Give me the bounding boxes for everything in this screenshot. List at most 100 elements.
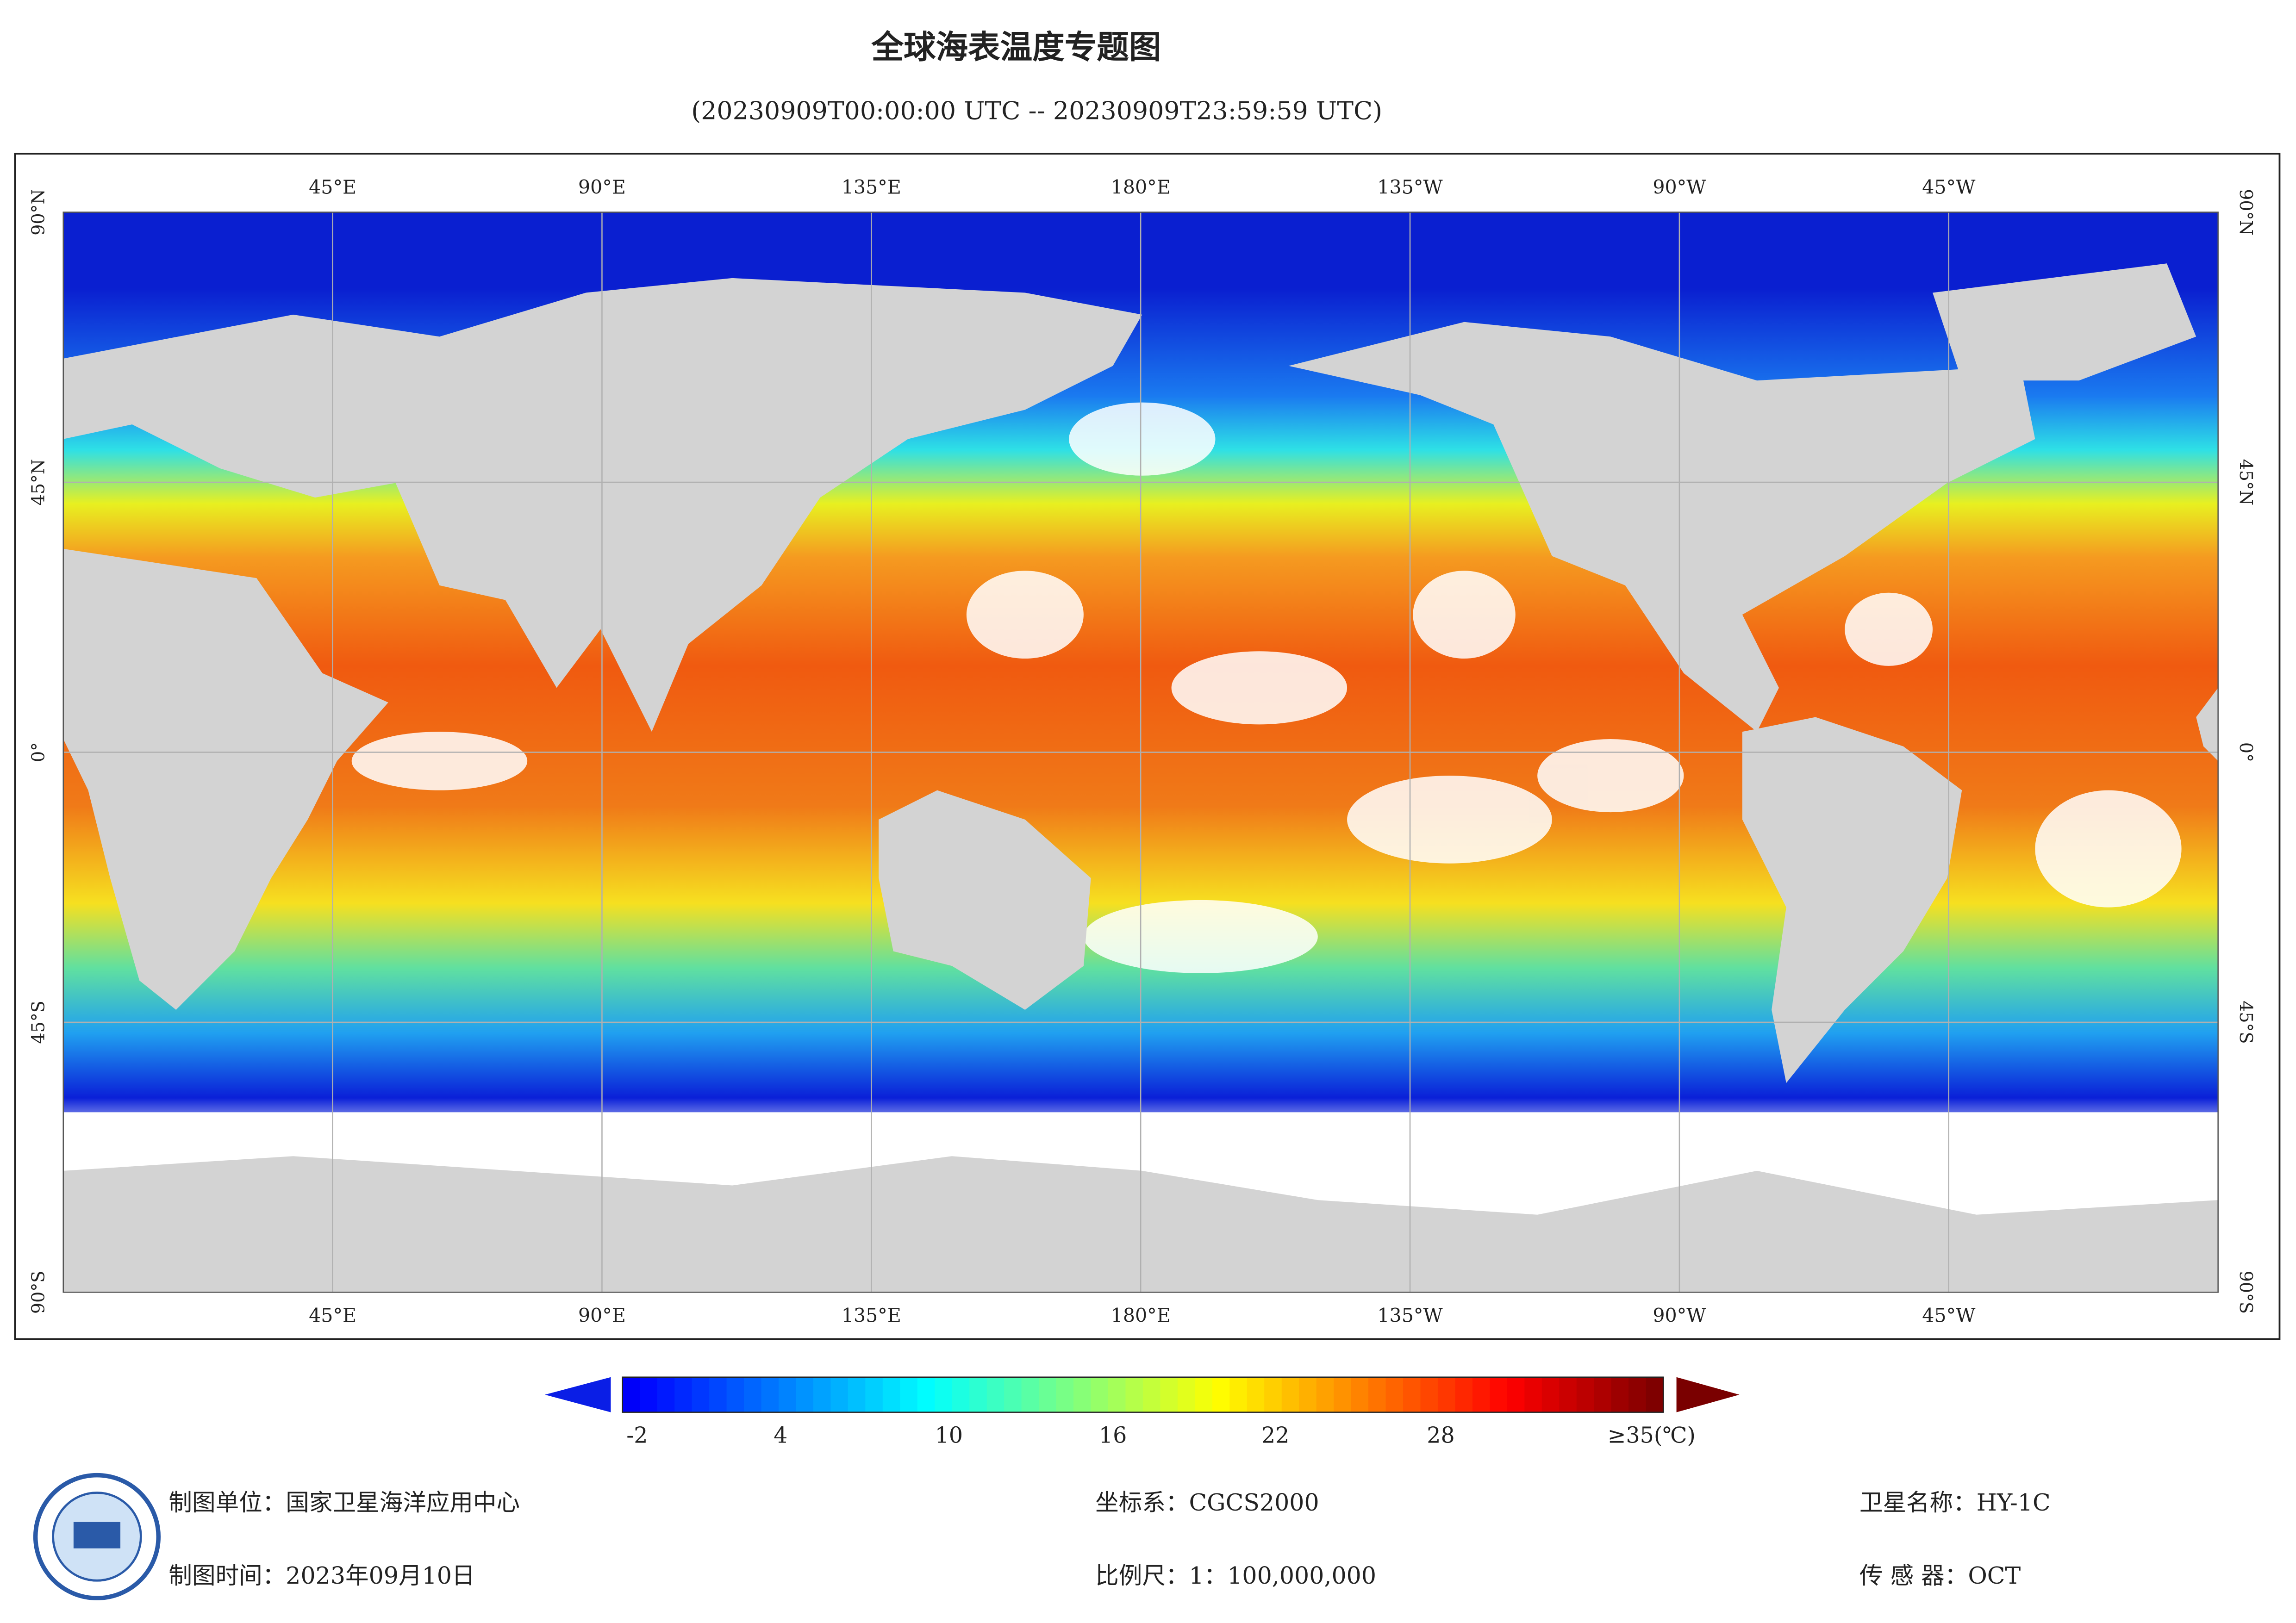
colorbar-swatch — [1316, 1377, 1335, 1412]
colorbar-swatch — [1160, 1377, 1179, 1412]
colorbar-swatch — [1385, 1377, 1404, 1412]
colorbar-swatch — [1524, 1377, 1543, 1412]
colorbar-swatch — [1420, 1377, 1439, 1412]
colorbar-over — [1676, 1377, 1740, 1412]
colorbar-swatch — [1334, 1377, 1352, 1412]
colorbar-swatch — [709, 1377, 728, 1412]
colorbar-label: 4 — [774, 1423, 787, 1448]
scale: 比例尺：1：100,000,000 — [1095, 1562, 1376, 1589]
colorbar-swatch — [692, 1377, 710, 1412]
colorbar-swatch — [865, 1377, 884, 1412]
colorbar-swatch — [952, 1377, 970, 1412]
colorbar-swatch — [1247, 1377, 1265, 1412]
colorbar-swatch — [848, 1377, 866, 1412]
colorbar-swatch — [726, 1377, 745, 1412]
lat-label: 45°N — [2236, 459, 2256, 505]
colorbar-swatch — [882, 1377, 901, 1412]
colorbar-swatch — [813, 1377, 831, 1412]
map — [62, 211, 2219, 1293]
colorbar-swatch — [761, 1377, 780, 1412]
colorbar-label: 28 — [1427, 1423, 1454, 1448]
colorbar-swatch — [1351, 1377, 1369, 1412]
lon-label: 45°W — [1922, 176, 1976, 198]
lon-label: 90°W — [1653, 1305, 1706, 1327]
lon-label: 45°W — [1922, 1305, 1976, 1327]
colorbar-swatch — [830, 1377, 849, 1412]
colorbar-label: 10 — [935, 1423, 963, 1448]
colorbar-swatch — [657, 1377, 675, 1412]
colorbar-swatch — [1091, 1377, 1109, 1412]
lon-label: 135°E — [842, 1305, 901, 1327]
clouds — [351, 402, 2182, 973]
colorbar-swatch — [917, 1377, 936, 1412]
colorbar-swatch — [796, 1377, 814, 1412]
colorbar-swatch — [622, 1377, 641, 1412]
colorbar-swatch — [1594, 1377, 1612, 1412]
colorbar-swatch — [900, 1377, 918, 1412]
lon-label: 90°E — [578, 1305, 626, 1327]
crs: 坐标系：CGCS2000 — [1095, 1489, 1319, 1516]
sensor: 传 感 器：OCT — [1859, 1562, 2021, 1589]
lat-label: 45°S — [28, 1001, 49, 1044]
lon-label: 135°W — [1377, 176, 1443, 198]
colorbar-swatch — [986, 1377, 1005, 1412]
satellite: 卫星名称：HY-1C — [1859, 1489, 2051, 1516]
lon-label: 90°W — [1653, 176, 1706, 198]
colorbar-swatch — [969, 1377, 988, 1412]
colorbar-swatch — [1611, 1377, 1629, 1412]
colorbar-swatch — [1108, 1377, 1127, 1412]
colorbar-swatch — [1229, 1377, 1248, 1412]
colorbar-label: ≥35(℃) — [1608, 1423, 1696, 1448]
colorbar-swatch — [1628, 1377, 1647, 1412]
lat-label: 0° — [28, 742, 49, 762]
org: 制图单位：国家卫星海洋应用中心 — [168, 1489, 520, 1516]
colorbar-label: -2 — [626, 1423, 648, 1448]
lat-label: 0° — [2236, 742, 2256, 762]
colorbar-swatch — [1490, 1377, 1508, 1412]
lon-label: 135°E — [842, 176, 901, 198]
colorbar-label: 16 — [1099, 1423, 1127, 1448]
lat-label: 45°N — [28, 459, 49, 505]
lon-label: 180°E — [1111, 176, 1171, 198]
lat-label: 90°N — [2236, 189, 2256, 235]
colorbar-swatch — [744, 1377, 762, 1412]
colorbar-swatch — [1368, 1377, 1387, 1412]
lat-label: 90°S — [28, 1271, 49, 1314]
colorbar-swatch — [1472, 1377, 1491, 1412]
colorbar-swatch — [1299, 1377, 1317, 1412]
colorbar-swatch — [1142, 1377, 1161, 1412]
colorbar-swatch — [1264, 1377, 1283, 1412]
logo — [33, 1473, 161, 1600]
lon-label: 90°E — [578, 176, 626, 198]
colorbar-swatch — [1195, 1377, 1213, 1412]
lat-label: 90°N — [28, 189, 49, 235]
colorbar-swatch — [1073, 1377, 1092, 1412]
colorbar-swatch — [1281, 1377, 1300, 1412]
colorbar-swatch — [1403, 1377, 1422, 1412]
colorbar-swatch — [1455, 1377, 1473, 1412]
graticule — [63, 212, 2218, 1293]
colorbar-swatch — [935, 1377, 953, 1412]
colorbar-under — [545, 1377, 611, 1412]
colorbar-swatch — [1021, 1377, 1040, 1412]
colorbar-swatch — [640, 1377, 658, 1412]
colorbar-swatch — [1177, 1377, 1196, 1412]
colorbar-swatch — [1541, 1377, 1560, 1412]
colorbar-swatch — [1559, 1377, 1578, 1412]
date: 制图时间：2023年09月10日 — [168, 1562, 475, 1589]
colorbar-swatch — [1056, 1377, 1074, 1412]
lon-label: 135°W — [1377, 1305, 1443, 1327]
colorbar-swatch — [1576, 1377, 1595, 1412]
colorbar-swatch — [1125, 1377, 1144, 1412]
lat-label: 45°S — [2236, 1001, 2256, 1044]
colorbar-swatch — [674, 1377, 693, 1412]
colorbar-border — [622, 1376, 1664, 1413]
lon-label: 45°E — [309, 1305, 356, 1327]
colorbar-swatch — [778, 1377, 797, 1412]
lon-label: 180°E — [1111, 1305, 1171, 1327]
colorbar-swatch — [1437, 1377, 1456, 1412]
subtitle: (20230909T00:00:00 UTC -- 20230909T23:59… — [691, 96, 1382, 125]
colorbar-label: 22 — [1261, 1423, 1289, 1448]
